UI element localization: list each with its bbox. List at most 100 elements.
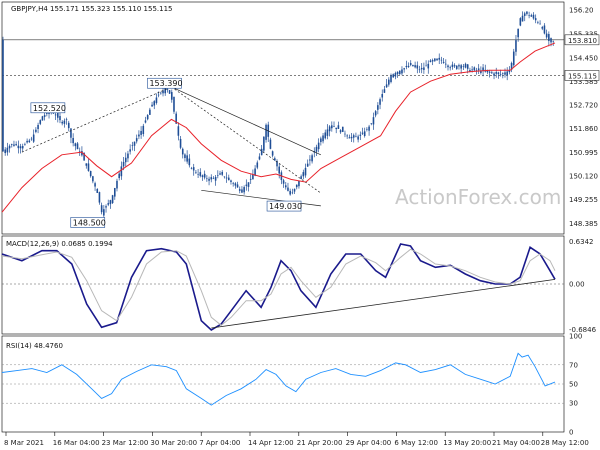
candle-body — [429, 60, 432, 63]
candle-body — [256, 162, 259, 168]
price-trendline — [21, 86, 172, 153]
candle-body — [543, 25, 546, 34]
candle-body — [133, 141, 136, 146]
candle-body — [81, 151, 83, 156]
candle-body — [10, 144, 13, 145]
x-axis-label: 6 May 12:00 — [394, 439, 438, 447]
candle-body — [495, 72, 498, 74]
candle-body — [241, 189, 243, 193]
candle-body — [24, 144, 26, 145]
candle-body — [208, 178, 210, 181]
candle-body — [282, 180, 285, 184]
candle-body — [85, 163, 88, 166]
candle-body — [440, 59, 443, 61]
candle-body — [412, 65, 414, 67]
candle-body — [113, 188, 116, 197]
candle-body — [302, 172, 305, 177]
candle-body — [17, 145, 20, 149]
candle-body — [223, 176, 226, 178]
rsi-y-tick: 70 — [569, 361, 578, 369]
candle-body — [74, 143, 77, 147]
rsi-series-line — [1, 352, 556, 406]
candle-body — [98, 192, 101, 203]
candle-body — [434, 58, 436, 61]
x-axis-label: 28 May 12:00 — [541, 439, 589, 447]
candle-body — [317, 142, 320, 150]
candle-body — [227, 177, 230, 181]
candle-body — [234, 183, 237, 186]
candle-body — [67, 122, 70, 129]
candle-body — [534, 18, 537, 21]
candle-body — [346, 135, 348, 137]
watermark: ActionForex.com — [395, 185, 561, 209]
candle-body — [54, 114, 57, 116]
candle-body — [21, 146, 24, 149]
candle-body — [300, 176, 302, 179]
candle-body — [425, 65, 427, 67]
candle-body — [120, 166, 123, 177]
candle-body — [271, 151, 274, 156]
candle-body — [304, 167, 307, 176]
candle-body — [160, 92, 162, 94]
candle-body — [491, 72, 493, 74]
candle-body — [471, 69, 473, 71]
candle-body — [19, 146, 22, 149]
candle-body — [363, 131, 366, 136]
x-axis-label: 8 Mar 2021 — [4, 439, 44, 447]
chart-marks: 156.20 155.335 154.450 153.585 152.720 151.86… — [1, 7, 600, 447]
candle-body — [315, 146, 318, 152]
candle-body — [453, 65, 456, 67]
price-annotation-box — [70, 217, 106, 228]
candle-body — [89, 170, 92, 177]
candle-body — [48, 112, 50, 114]
price-y-tick: 155.335 — [569, 30, 598, 38]
macd-series-line — [1, 243, 556, 331]
candle-body — [212, 178, 215, 179]
candle-body — [383, 89, 386, 93]
candle-body — [37, 124, 39, 130]
candle-body — [63, 120, 66, 124]
candle-body — [146, 115, 149, 120]
candle-body — [451, 64, 454, 67]
candle-body — [109, 200, 112, 205]
candle-body — [162, 90, 164, 94]
candle-body — [26, 140, 28, 143]
price-annotation-box — [30, 102, 66, 114]
candle-body — [142, 125, 145, 134]
candle-body — [548, 34, 550, 41]
price-tag: 155.115 — [568, 72, 597, 80]
candle-body — [61, 121, 63, 124]
candle-body — [206, 178, 208, 179]
candle-body — [442, 61, 445, 63]
candle-body — [530, 15, 533, 17]
candle-body — [526, 11, 528, 14]
candle-body — [328, 126, 331, 132]
candle-body — [83, 153, 85, 161]
candle-body — [35, 129, 37, 132]
macd-panel-header: MACD(12,26,9) 0.0685 0.1994 — [6, 240, 113, 248]
candle-body — [480, 70, 482, 73]
candle-body — [173, 96, 175, 112]
price-y-tick: 151.860 — [569, 125, 598, 133]
x-axis-label: 30 Mar 20:00 — [150, 439, 197, 447]
macd-y-tick: 0.00 — [569, 281, 585, 289]
candle-body — [135, 138, 138, 142]
candle-body — [445, 63, 447, 65]
price-moving-average — [1, 42, 556, 213]
candle-body — [333, 126, 335, 127]
candle-body — [488, 71, 491, 73]
candle-body — [295, 184, 298, 188]
price-y-tick: 152.720 — [569, 102, 598, 110]
candle-body — [394, 73, 397, 77]
candle-body — [103, 209, 105, 216]
candle-body — [57, 112, 59, 118]
price-y-tick: 150.995 — [569, 149, 598, 157]
panel-frame-1 — [1, 235, 565, 335]
candle-body — [245, 184, 248, 186]
candle-body — [76, 143, 79, 150]
macd-y-tick: -0.6846 — [569, 326, 597, 334]
candle-body — [65, 119, 68, 120]
candle-body — [372, 117, 375, 125]
candle-body — [392, 74, 394, 78]
candle-body — [355, 136, 357, 138]
